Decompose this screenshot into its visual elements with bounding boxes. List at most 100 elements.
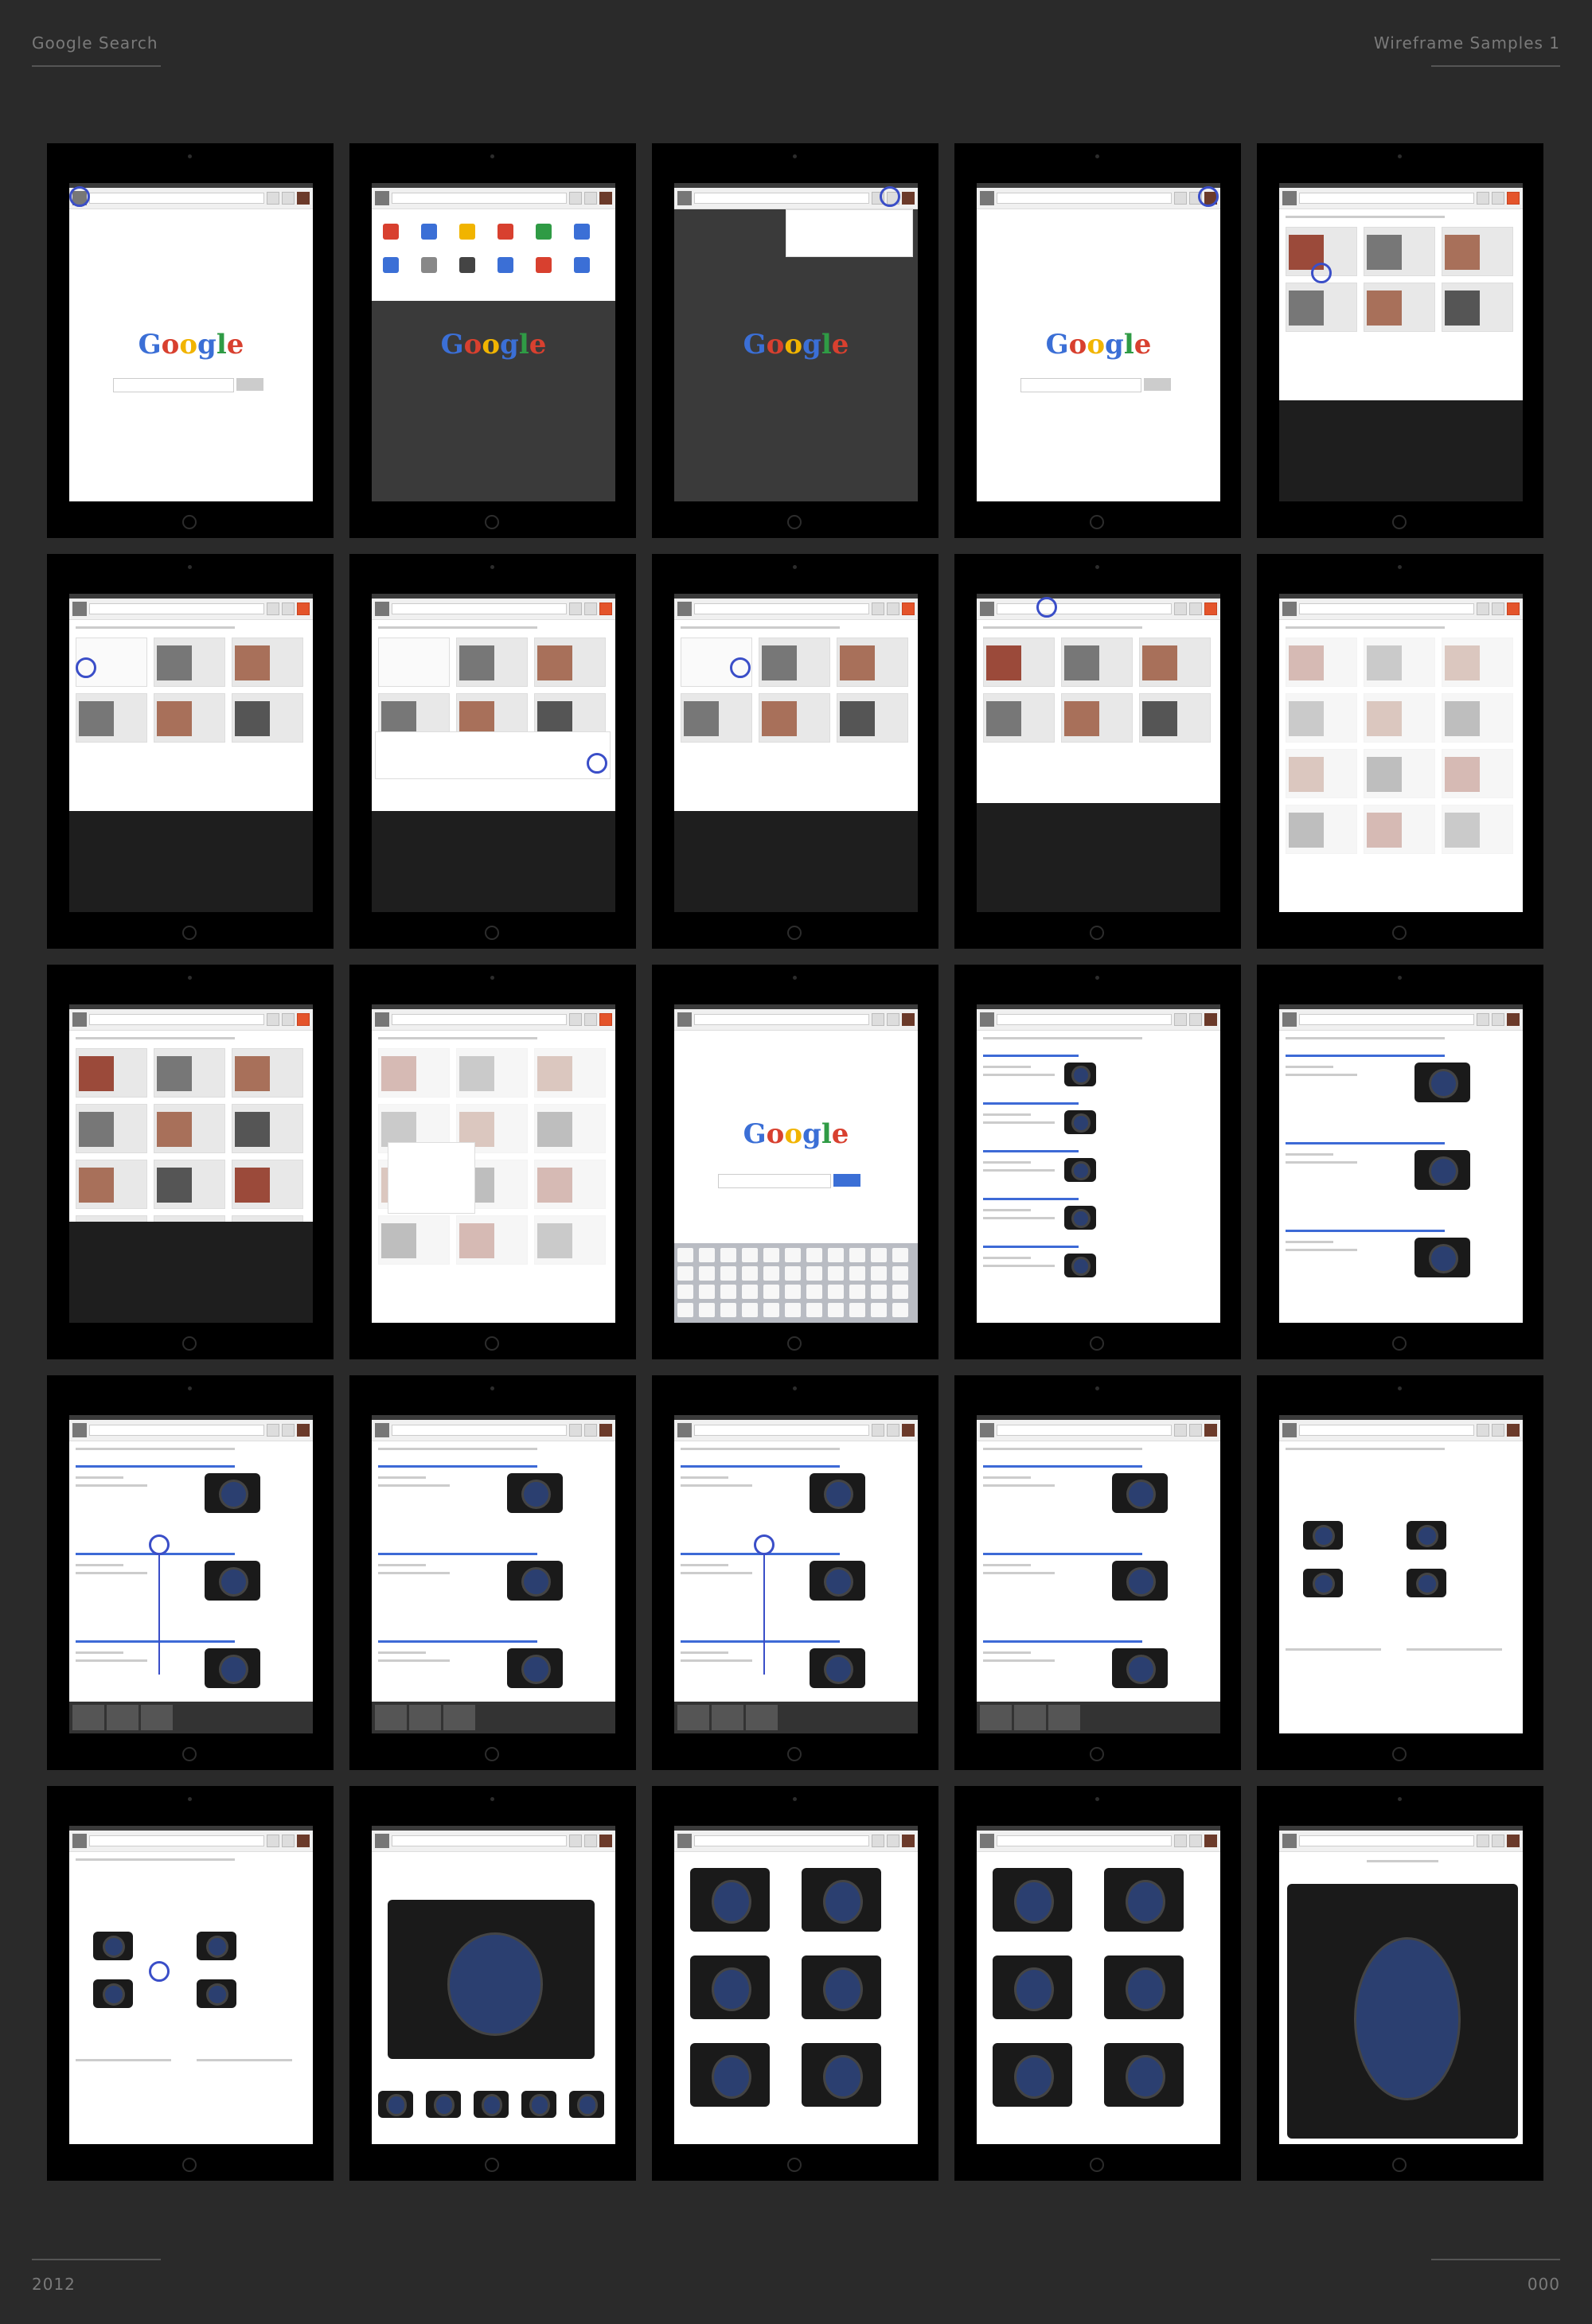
- app-icon[interactable]: [574, 224, 590, 240]
- plus-icon[interactable]: [584, 1424, 597, 1437]
- camera-thumbnail[interactable]: [426, 2091, 461, 2118]
- person-tile[interactable]: [1364, 693, 1435, 743]
- ipad-frame-people-search-results[interactable]: [1257, 554, 1543, 949]
- tray-thumbnail[interactable]: [141, 1705, 173, 1730]
- on-screen-keyboard[interactable]: [674, 1243, 918, 1323]
- keyboard-key[interactable]: [742, 1248, 758, 1262]
- keyboard-key[interactable]: [892, 1266, 908, 1281]
- person-tile[interactable]: [1286, 638, 1357, 687]
- avatar[interactable]: [1507, 1013, 1520, 1026]
- app-icon[interactable]: [498, 224, 513, 240]
- person-tile[interactable]: [1286, 805, 1357, 854]
- app-icon[interactable]: [536, 257, 552, 273]
- plus-icon[interactable]: [282, 192, 295, 205]
- search-input[interactable]: [392, 1835, 567, 1846]
- home-button-icon[interactable]: [787, 1747, 802, 1761]
- home-button-icon[interactable]: [1392, 926, 1407, 940]
- camera-image[interactable]: [993, 2043, 1072, 2107]
- home-button-icon[interactable]: [1090, 2158, 1104, 2172]
- person-tile[interactable]: [1364, 805, 1435, 854]
- pencil-icon[interactable]: [872, 602, 884, 615]
- search-input[interactable]: [997, 603, 1172, 614]
- pencil-icon[interactable]: [872, 1424, 884, 1437]
- camera-image[interactable]: [690, 1868, 770, 1932]
- keyboard-key[interactable]: [720, 1266, 736, 1281]
- keyboard-key[interactable]: [720, 1248, 736, 1262]
- person-tile[interactable]: [378, 1048, 450, 1098]
- tray-thumbnail[interactable]: [712, 1705, 743, 1730]
- search-input[interactable]: [1299, 1425, 1474, 1436]
- keyboard-key[interactable]: [785, 1248, 801, 1262]
- person-tile[interactable]: [1442, 749, 1513, 798]
- keyboard-key[interactable]: [871, 1266, 887, 1281]
- ipad-frame-people-circles[interactable]: [1257, 143, 1543, 538]
- notification-icon[interactable]: [1204, 602, 1217, 615]
- keyboard-key[interactable]: [763, 1303, 779, 1317]
- home-button-icon[interactable]: [485, 1336, 499, 1351]
- keyboard-key[interactable]: [849, 1285, 865, 1299]
- compare-tray[interactable]: [372, 1702, 615, 1733]
- camera-image[interactable]: [1104, 2043, 1184, 2107]
- tray-thumbnail[interactable]: [72, 1705, 104, 1730]
- pencil-icon[interactable]: [569, 1835, 582, 1847]
- keyboard-key[interactable]: [699, 1248, 715, 1262]
- pencil-icon[interactable]: [1174, 1013, 1187, 1026]
- home-button-icon[interactable]: [1392, 1336, 1407, 1351]
- plus-icon[interactable]: [887, 1013, 899, 1026]
- app-icon[interactable]: [574, 257, 590, 273]
- ipad-frame-circles-invite[interactable]: [47, 554, 334, 949]
- keyboard-key[interactable]: [785, 1266, 801, 1281]
- avatar[interactable]: [599, 1424, 612, 1437]
- pencil-icon[interactable]: [569, 602, 582, 615]
- keyboard-key[interactable]: [763, 1248, 779, 1262]
- ipad-frame-circles-comment[interactable]: [349, 554, 636, 949]
- search-input[interactable]: [718, 1174, 831, 1188]
- pencil-icon[interactable]: [872, 1835, 884, 1847]
- pencil-icon[interactable]: [569, 1424, 582, 1437]
- camera-thumbnail[interactable]: [474, 2091, 509, 2118]
- ipad-frame-app-launcher-menu[interactable]: Google: [349, 143, 636, 538]
- home-button-icon[interactable]: [1090, 1747, 1104, 1761]
- compare-tray[interactable]: [674, 1702, 918, 1733]
- avatar[interactable]: [902, 1835, 915, 1847]
- search-input[interactable]: [392, 1425, 567, 1436]
- notification-icon[interactable]: [599, 602, 612, 615]
- pencil-icon[interactable]: [1174, 1424, 1187, 1437]
- plus-icon[interactable]: [887, 602, 899, 615]
- tray-thumbnail[interactable]: [443, 1705, 475, 1730]
- person-tile[interactable]: [534, 1160, 606, 1209]
- ipad-frame-product-gallery-grid[interactable]: [954, 1786, 1241, 2181]
- ipad-frame-shopping-results[interactable]: [954, 965, 1241, 1359]
- person-tile[interactable]: [1286, 693, 1357, 743]
- pencil-icon[interactable]: [1174, 192, 1187, 205]
- home-button-icon[interactable]: [1090, 515, 1104, 529]
- app-icon[interactable]: [421, 257, 437, 273]
- keyboard-key[interactable]: [699, 1285, 715, 1299]
- ipad-frame-product-zoom[interactable]: [1257, 1786, 1543, 2181]
- avatar[interactable]: [599, 1835, 612, 1847]
- keyboard-key[interactable]: [806, 1285, 822, 1299]
- keyboard-key[interactable]: [892, 1285, 908, 1299]
- home-button-icon[interactable]: [182, 926, 197, 940]
- camera-thumbnail[interactable]: [521, 2091, 556, 2118]
- person-tile[interactable]: [1364, 749, 1435, 798]
- app-icon[interactable]: [498, 257, 513, 273]
- ipad-frame-people-search-list[interactable]: [47, 965, 334, 1359]
- pencil-icon[interactable]: [1174, 602, 1187, 615]
- pencil-icon[interactable]: [1174, 1835, 1187, 1847]
- app-icon[interactable]: [383, 224, 399, 240]
- keyboard-key[interactable]: [892, 1248, 908, 1262]
- plus-icon[interactable]: [887, 1424, 899, 1437]
- app-icon[interactable]: [459, 257, 475, 273]
- keyboard-key[interactable]: [828, 1303, 844, 1317]
- person-tile[interactable]: [1286, 749, 1357, 798]
- search-input[interactable]: [89, 1425, 264, 1436]
- ipad-frame-shopping-compare-tray[interactable]: [954, 1375, 1241, 1770]
- plus-icon[interactable]: [1492, 1013, 1504, 1026]
- comment-box[interactable]: [375, 731, 611, 779]
- notification-icon[interactable]: [1507, 602, 1520, 615]
- ipad-frame-shopping-detail-list[interactable]: [1257, 965, 1543, 1359]
- search-input[interactable]: [392, 1014, 567, 1025]
- plus-icon[interactable]: [1492, 192, 1504, 205]
- plus-icon[interactable]: [1492, 602, 1504, 615]
